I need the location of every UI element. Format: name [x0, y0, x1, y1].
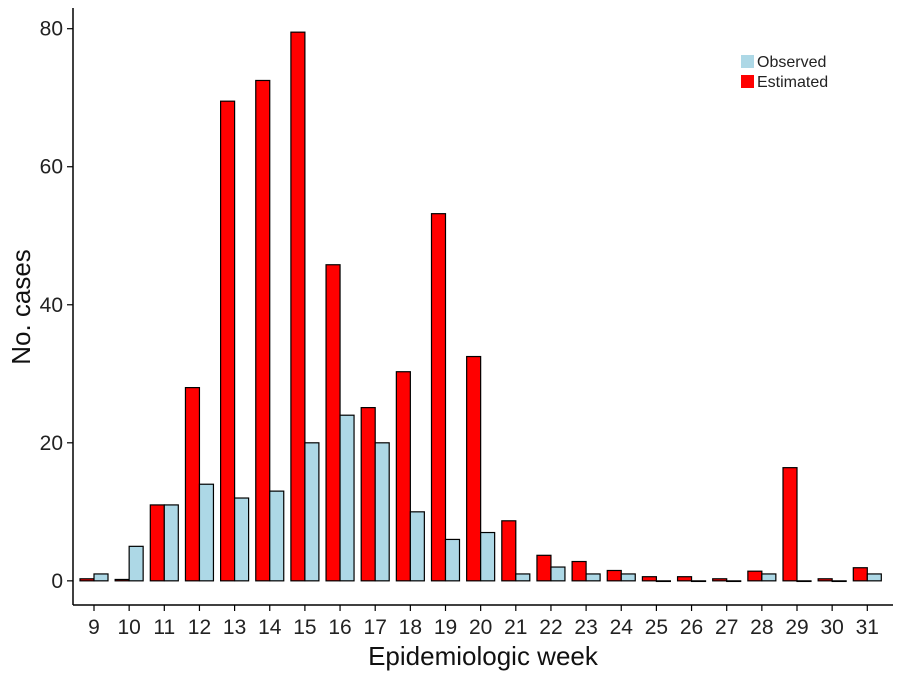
bar-observed-week-31 — [866, 573, 882, 582]
x-tick-label: 26 — [680, 616, 703, 639]
bar-observed-week-15 — [304, 442, 320, 582]
y-tick-label: 40 — [40, 294, 63, 317]
x-tick-label: 16 — [328, 616, 351, 639]
x-axis-title: Epidemiologic week — [368, 641, 599, 671]
bar-estimated-week-31 — [852, 567, 868, 582]
bar-estimated-week-21 — [501, 520, 517, 582]
y-tick-label: 60 — [40, 156, 63, 179]
x-tick-label: 24 — [610, 616, 634, 639]
legend-label-observed: Observed — [757, 54, 826, 71]
y-ticks-group: 0 20 40 60 80 — [40, 18, 73, 593]
x-tick-label: 30 — [820, 616, 843, 639]
bar-observed-week-24 — [620, 573, 636, 582]
bar-estimated-week-27 — [712, 578, 728, 582]
bar-observed-week-13 — [234, 497, 250, 582]
y-tick-label: 0 — [51, 570, 63, 593]
x-tick-label: 28 — [750, 616, 773, 639]
axes-group — [72, 8, 893, 606]
bar-observed-week-14 — [269, 490, 285, 582]
bar-observed-week-12 — [198, 483, 215, 582]
bars-group — [79, 31, 882, 583]
x-tick-label: 20 — [469, 616, 492, 639]
x-tick-label: 22 — [539, 616, 562, 639]
bar-estimated-week-20 — [466, 355, 482, 582]
bar-observed-week-30 — [831, 580, 847, 583]
x-tick-label: 13 — [223, 616, 246, 639]
bar-estimated-week-15 — [290, 31, 306, 582]
bar-estimated-week-24 — [606, 569, 622, 582]
bar-observed-week-17 — [374, 442, 390, 582]
bar-observed-week-19 — [444, 538, 461, 582]
bar-estimated-week-26 — [676, 576, 693, 582]
bar-estimated-week-19 — [430, 213, 447, 582]
bar-observed-week-20 — [480, 531, 496, 582]
bar-observed-week-18 — [409, 511, 425, 582]
x-tick-label: 14 — [258, 616, 282, 639]
x-tick-label: 18 — [399, 616, 422, 639]
x-tick-label: 11 — [153, 616, 175, 639]
x-ticks-group: 9 10 11 12 13 14 15 16 17 18 19 20 21 22 23 24 25 26 27 28 2… — [88, 605, 879, 639]
bar-estimated-week-22 — [536, 554, 552, 582]
bar-estimated-week-18 — [395, 371, 411, 582]
bar-observed-week-23 — [585, 573, 601, 582]
x-tick-label: 12 — [188, 616, 211, 639]
legend-swatch-observed — [741, 55, 754, 68]
x-tick-label: 19 — [434, 616, 457, 639]
bar-estimated-week-30 — [817, 578, 833, 582]
bar-observed-week-9 — [93, 573, 109, 582]
bar-estimated-week-29 — [782, 467, 798, 582]
x-tick-label: 21 — [504, 616, 527, 639]
bar-estimated-week-28 — [747, 570, 763, 582]
bar-observed-week-10 — [128, 545, 144, 582]
legend: Observed Estimated — [741, 54, 828, 91]
bar-estimated-week-16 — [325, 264, 341, 582]
bar-estimated-week-23 — [571, 560, 587, 582]
bar-observed-week-22 — [550, 566, 566, 582]
legend-swatch-estimated — [741, 75, 754, 88]
bar-observed-week-27 — [726, 580, 742, 583]
bar-estimated-week-11 — [149, 504, 165, 582]
x-tick-label: 10 — [117, 616, 140, 639]
bar-observed-week-28 — [761, 573, 777, 582]
x-tick-label: 25 — [645, 616, 668, 639]
bar-estimated-week-9 — [79, 578, 95, 582]
x-tick-label: 17 — [364, 616, 387, 639]
bar-observed-week-29 — [796, 580, 812, 583]
bar-observed-week-26 — [690, 580, 707, 583]
legend-label-estimated: Estimated — [757, 74, 828, 91]
y-tick-label: 20 — [40, 432, 63, 455]
bar-estimated-week-17 — [360, 407, 376, 582]
x-tick-label: 9 — [88, 616, 100, 639]
bar-estimated-week-14 — [255, 79, 271, 582]
x-tick-label: 27 — [715, 616, 738, 639]
y-axis-title: No. cases — [6, 249, 36, 365]
y-tick-label: 80 — [40, 18, 63, 41]
bar-observed-week-16 — [339, 414, 355, 582]
bar-estimated-week-10 — [114, 578, 130, 582]
bar-estimated-week-25 — [641, 576, 658, 582]
x-tick-label: 29 — [785, 616, 808, 639]
bar-estimated-week-12 — [184, 386, 201, 582]
x-tick-label: 31 — [856, 616, 879, 639]
bar-observed-week-21 — [515, 573, 531, 582]
bar-estimated-week-13 — [220, 100, 236, 582]
bar-observed-week-25 — [655, 580, 672, 583]
bar-observed-week-11 — [163, 504, 179, 582]
x-tick-label: 15 — [293, 616, 316, 639]
x-tick-label: 23 — [574, 616, 597, 639]
